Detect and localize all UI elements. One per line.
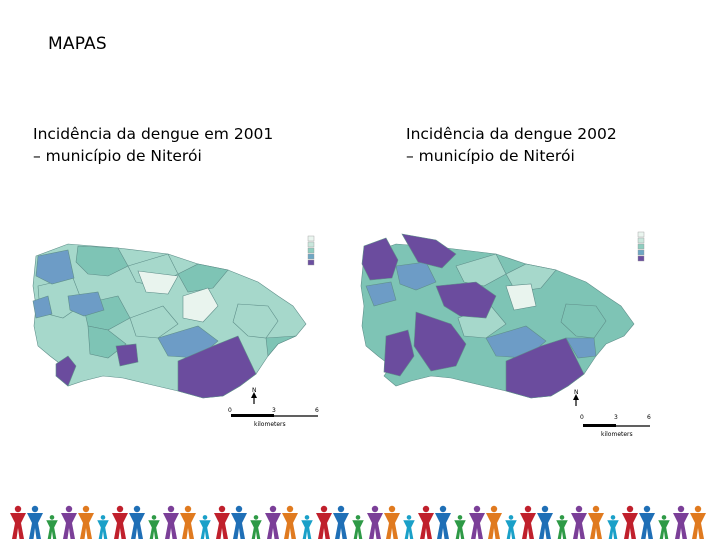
- person-figure-icon: [690, 505, 706, 539]
- people-figures-icon: [10, 505, 706, 539]
- scale-unit: kilometers: [601, 431, 633, 438]
- person-figure-icon: [250, 515, 262, 539]
- person-figure-icon: [265, 505, 281, 539]
- municipality-map: [32, 243, 307, 399]
- purple-zone: [361, 237, 399, 281]
- person-figure-icon: [282, 505, 298, 539]
- person-figure-icon: [435, 505, 451, 539]
- blue-zone: [35, 249, 75, 285]
- person-figure-icon: [333, 505, 349, 539]
- slide-title: MAPAS: [48, 34, 107, 54]
- north-arrow-icon: N: [251, 387, 257, 404]
- svg-text:N: N: [252, 387, 257, 394]
- scale-bar: 0 3 6 kilometers: [228, 407, 319, 428]
- scale-tick: 3: [272, 407, 276, 414]
- person-figure-icon: [163, 505, 179, 539]
- person-figure-icon: [27, 505, 43, 539]
- scale-tick: 3: [614, 414, 618, 421]
- person-figure-icon: [316, 505, 332, 539]
- scale-tick: 6: [315, 407, 319, 414]
- map-caption-2001: Incidência da dengue em 2001 – município…: [33, 123, 293, 167]
- person-figure-icon: [352, 515, 364, 539]
- north-arrow-icon: N: [573, 389, 579, 406]
- person-figure-icon: [673, 505, 689, 539]
- person-figure-icon: [46, 515, 58, 539]
- person-figure-icon: [639, 505, 655, 539]
- municipality-map: [360, 233, 635, 399]
- person-figure-icon: [231, 505, 247, 539]
- person-figure-icon: [486, 505, 502, 539]
- person-figure-icon: [214, 505, 230, 539]
- map-2002: N 0 3 6 kilometers: [356, 226, 656, 441]
- person-figure-icon: [454, 515, 466, 539]
- person-figure-icon: [403, 515, 415, 539]
- person-figure-icon: [588, 505, 604, 539]
- person-figure-icon: [148, 515, 160, 539]
- person-figure-icon: [97, 515, 109, 539]
- caption-line-2: – município de Niterói: [33, 147, 202, 165]
- person-figure-icon: [112, 505, 128, 539]
- very-light-zone: [505, 283, 537, 311]
- person-figure-icon: [10, 505, 26, 539]
- caption-line-1: Incidência da dengue 2002: [406, 125, 617, 143]
- person-figure-icon: [571, 505, 587, 539]
- person-figure-icon: [367, 505, 383, 539]
- person-figure-icon: [301, 515, 313, 539]
- very-light-zone: [137, 270, 179, 295]
- person-figure-icon: [129, 505, 145, 539]
- person-figure-icon: [658, 515, 670, 539]
- svg-text:N: N: [574, 389, 579, 396]
- person-figure-icon: [199, 515, 211, 539]
- person-figure-icon: [78, 505, 94, 539]
- scale-tick: 0: [228, 407, 232, 414]
- person-figure-icon: [505, 515, 517, 539]
- map-2001: N 0 3 6 kilometers: [28, 226, 328, 441]
- caption-line-1: Incidência da dengue em 2001: [33, 125, 274, 143]
- caption-line-2: – município de Niterói: [406, 147, 575, 165]
- scale-tick: 0: [580, 414, 584, 421]
- map-legend: [307, 235, 315, 266]
- person-figure-icon: [537, 505, 553, 539]
- person-figure-icon: [61, 505, 77, 539]
- person-figure-icon: [556, 515, 568, 539]
- person-figure-icon: [622, 505, 638, 539]
- map-legend: [637, 231, 645, 262]
- scale-unit: kilometers: [254, 421, 286, 428]
- person-figure-icon: [469, 505, 485, 539]
- person-figure-icon: [520, 505, 536, 539]
- person-figure-icon: [418, 505, 434, 539]
- map-caption-2002: Incidência da dengue 2002 – município de…: [406, 123, 666, 167]
- purple-zone: [177, 335, 257, 399]
- scale-tick: 6: [647, 414, 651, 421]
- person-figure-icon: [180, 505, 196, 539]
- person-figure-icon: [607, 515, 619, 539]
- scale-bar: 0 3 6 kilometers: [580, 414, 651, 438]
- person-figure-icon: [384, 505, 400, 539]
- decorative-people-border: [10, 503, 710, 540]
